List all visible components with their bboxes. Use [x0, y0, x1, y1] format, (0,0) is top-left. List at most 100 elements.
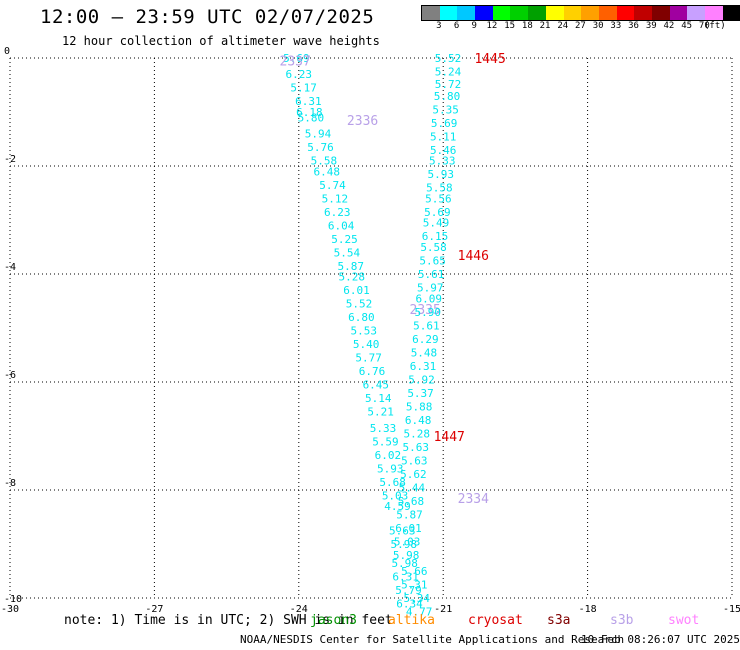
wave-height-label: 5.33 — [429, 155, 456, 168]
wave-height-label: 6.04 — [328, 219, 355, 232]
wave-height-label: 5.14 — [365, 392, 392, 405]
satellite-legend-item: s3a — [547, 613, 571, 628]
color-swatch — [581, 6, 599, 20]
wave-height-label: 5.33 — [370, 422, 397, 435]
wave-height-label: 6.48 — [313, 165, 340, 178]
wave-height-label: 5.87 — [396, 508, 423, 521]
wave-height-label: 6.34 — [396, 597, 423, 610]
color-scale-label: 9 — [471, 21, 477, 31]
color-swatch — [598, 6, 617, 20]
wave-height-label: 5.98 — [393, 549, 420, 562]
wave-height-label: 5.76 — [307, 141, 334, 154]
wave-height-label: 6.23 — [324, 206, 351, 219]
wave-height-label: 5.77 — [355, 352, 382, 365]
color-scale-label: 15 — [504, 21, 516, 31]
color-scale-label: 12 — [486, 21, 498, 31]
color-swatch — [545, 6, 564, 20]
wave-height-label: 6.18 — [296, 106, 323, 119]
wave-height-label: 6.02 — [375, 449, 402, 462]
wave-height-label: 4.77 — [406, 606, 433, 619]
wave-height-label: 6.31 — [392, 570, 419, 583]
wave-height-label: 6.31 — [295, 95, 322, 108]
wave-height-label: 5.34 — [403, 592, 430, 605]
y-tick-label: 0 — [4, 46, 10, 57]
wave-height-label: 5.31 — [401, 579, 428, 592]
wave-height-label: 5.80 — [298, 111, 325, 124]
footer-note: note: 1) Time is in UTC; 2) SWH is in fe… — [64, 613, 393, 628]
wave-height-label: 5.72 — [435, 78, 462, 91]
wave-height-label: 6.31 — [410, 360, 437, 373]
wave-height-label: 5.87 — [338, 260, 365, 273]
wave-height-label: 5.59 — [372, 435, 399, 448]
wave-height-label: 5.53 — [351, 325, 378, 338]
color-swatch — [669, 6, 688, 20]
wave-height-label: 5.63 — [403, 441, 430, 454]
satellite-legend-item: altika — [388, 613, 435, 628]
color-scale-label: 45 — [681, 21, 693, 31]
wave-height-label: 6.15 — [422, 230, 449, 243]
wave-height-label: 5.44 — [399, 481, 426, 494]
y-tick-label: -6 — [4, 370, 16, 381]
color-swatch — [705, 6, 723, 20]
color-swatch — [528, 6, 546, 20]
wave-height-label: 5.93 — [428, 168, 455, 181]
color-scale-label: 3 — [436, 21, 442, 31]
wave-height-label: 5.11 — [430, 130, 457, 143]
wave-height-label: 5.65 — [419, 255, 446, 268]
track-number-label: 1446 — [458, 249, 489, 264]
credit-text: NOAA/NESDIS Center for Satellite Applica… — [240, 633, 625, 646]
satellite-legend-item: swot — [668, 613, 700, 628]
wave-height-label: 5.48 — [411, 346, 438, 359]
track-number-label: 1447 — [434, 430, 465, 445]
wave-height-label: 6.29 — [412, 333, 439, 346]
satellite-legend-item: jason3 — [310, 613, 357, 628]
wave-height-label: 5.21 — [367, 406, 394, 419]
x-tick-label: -21 — [434, 604, 452, 615]
wave-height-label: 5.90 — [415, 306, 442, 319]
wave-height-label: 5.24 — [435, 66, 462, 79]
x-tick-label: -30 — [1, 604, 19, 615]
color-swatch — [616, 6, 635, 20]
track-number-label: 1445 — [474, 52, 505, 67]
wave-height-label: 5.35 — [432, 103, 459, 116]
color-swatch — [687, 6, 705, 20]
wave-height-label: 5.54 — [334, 246, 361, 259]
color-swatch — [475, 6, 493, 20]
color-scale-label: 21 — [539, 21, 551, 31]
color-scale-label: 42 — [663, 21, 675, 31]
x-tick-label: -18 — [579, 604, 597, 615]
wave-height-label: 5.79 — [395, 584, 422, 597]
wave-height-label: 5.03 — [394, 535, 421, 548]
color-scale-label: 39 — [645, 21, 657, 31]
color-scale-label: 24 — [557, 21, 569, 31]
wave-height-label: 5.58 — [426, 182, 453, 195]
wave-height-label: 5.97 — [417, 282, 444, 295]
wave-height-label: 5.98 — [391, 557, 418, 570]
x-tick-label: -24 — [290, 604, 308, 615]
wave-height-label: 6.01 — [343, 284, 370, 297]
color-scale-label: 27 — [575, 21, 586, 31]
wave-height-label: 5.69 — [283, 52, 310, 65]
color-swatch — [422, 6, 440, 20]
wave-height-label: 5.56 — [425, 192, 452, 205]
color-swatch — [457, 6, 476, 20]
color-swatch — [563, 6, 582, 20]
color-swatch — [439, 6, 458, 20]
wave-height-label: 5.52 — [346, 298, 373, 311]
color-swatch — [492, 6, 511, 20]
color-swatch — [722, 6, 740, 20]
wave-height-label: 5.28 — [338, 271, 365, 284]
wave-height-label: 5.03 — [382, 489, 409, 502]
wave-height-label: 5.68 — [379, 476, 406, 489]
wave-height-label: 6.80 — [348, 311, 375, 324]
wave-height-label: 4.59 — [384, 500, 411, 513]
wave-height-label: 5.61 — [413, 319, 440, 332]
track-number-label: 2334 — [458, 492, 489, 507]
wave-height-label: 5.17 — [290, 82, 317, 95]
wave-height-label: 5.74 — [319, 179, 346, 192]
y-tick-label: -4 — [4, 262, 16, 273]
wave-height-label: 5.92 — [408, 373, 435, 386]
color-swatch — [634, 6, 652, 20]
